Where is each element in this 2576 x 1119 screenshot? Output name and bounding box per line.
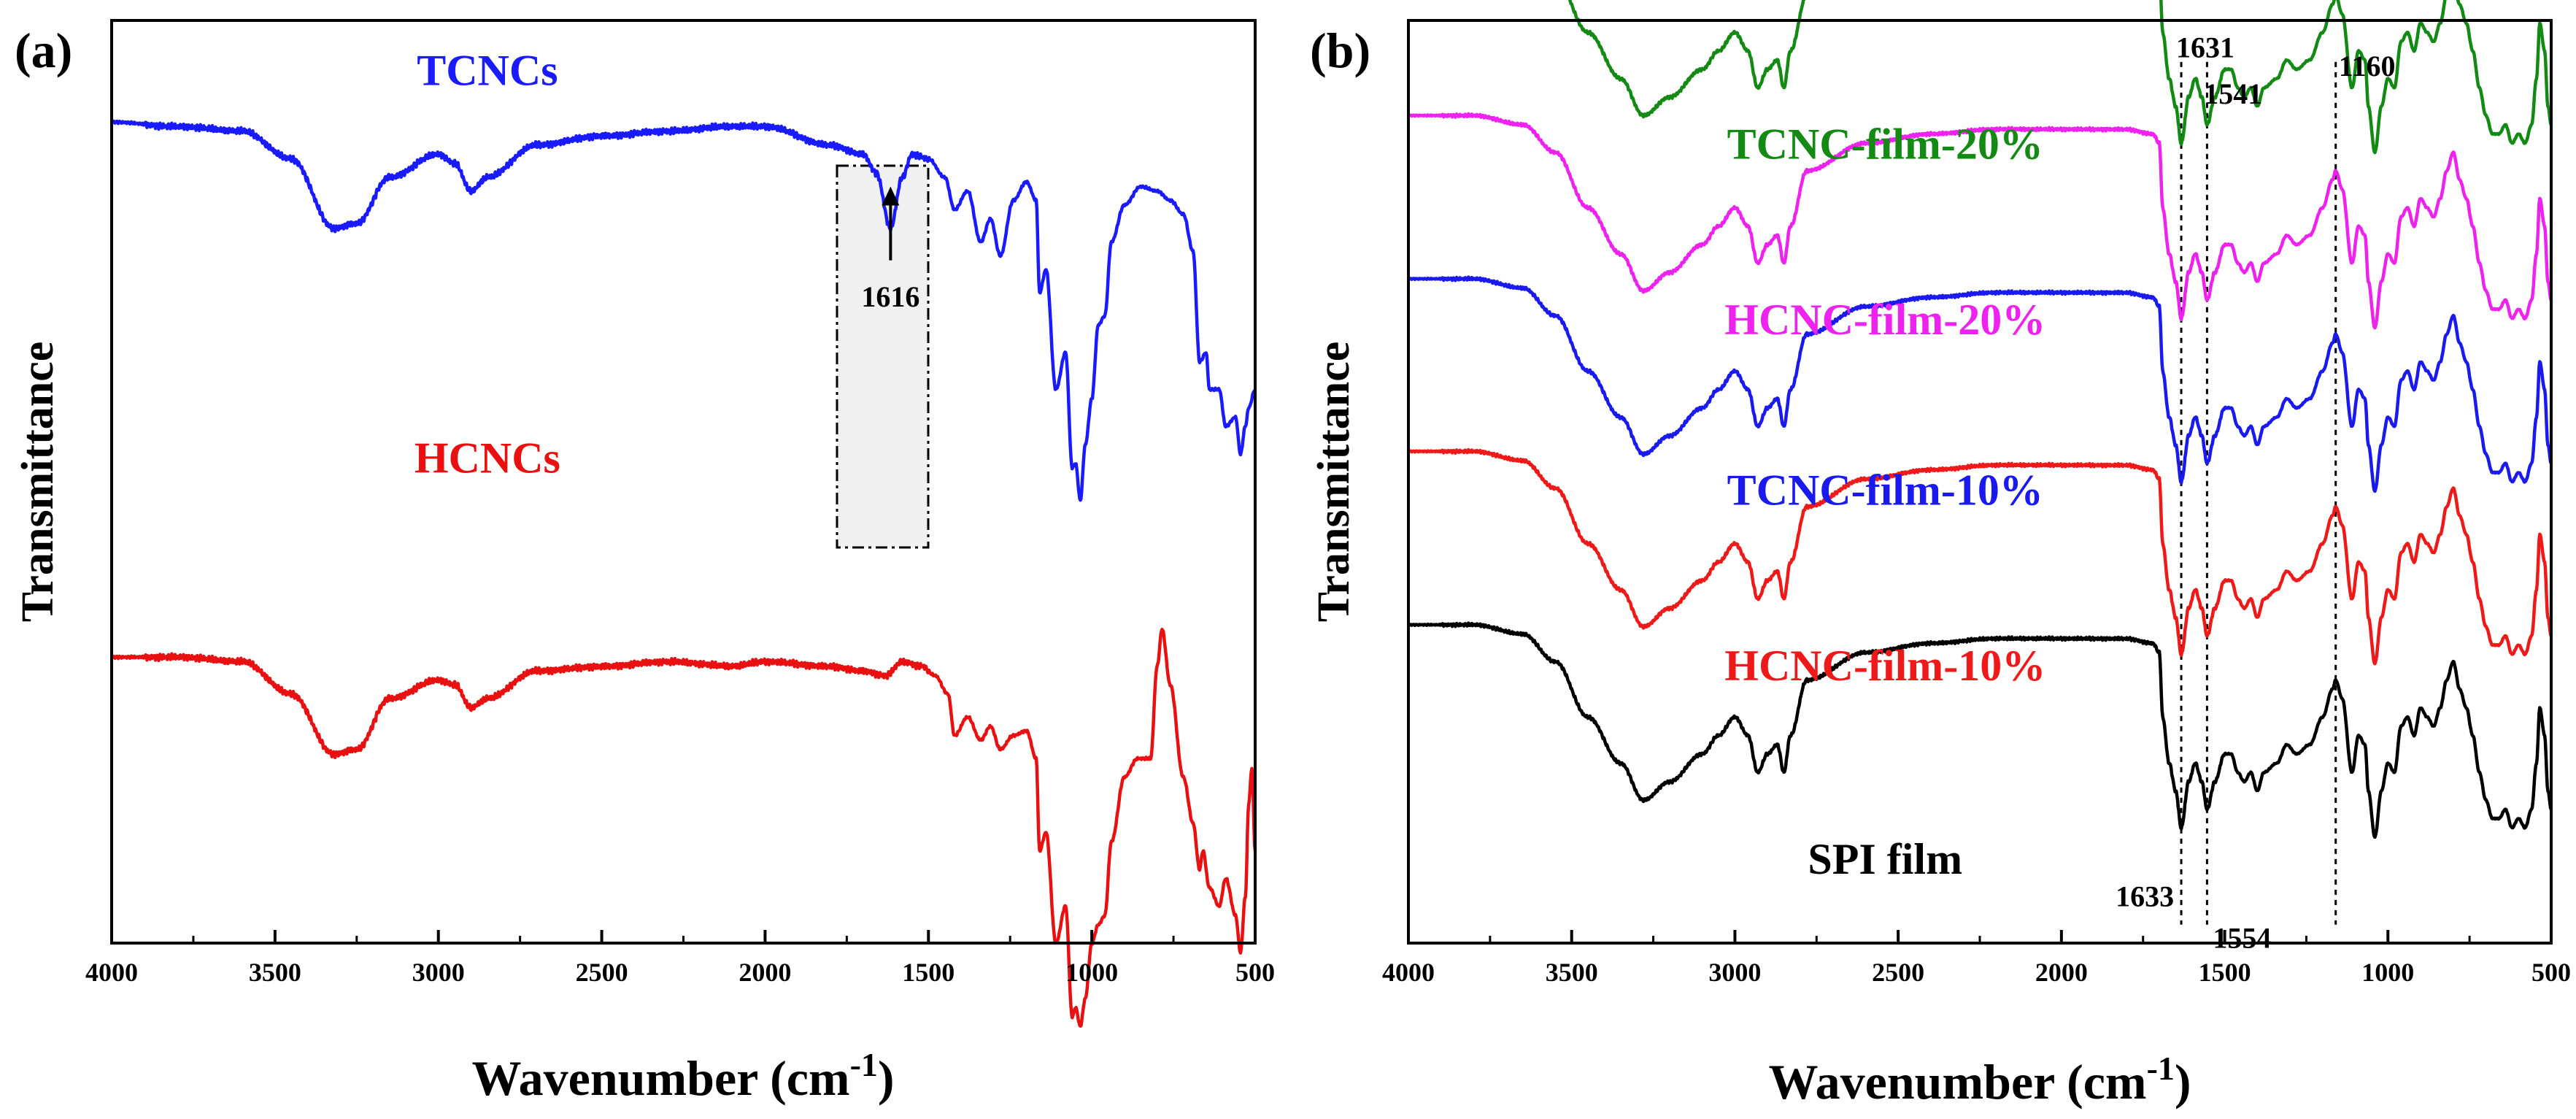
x-tick-label: 2500 [576, 958, 628, 987]
annotation-label: 1631 [2176, 31, 2234, 64]
panel-a-annotations: 1616 [861, 186, 919, 313]
x-tick-label: 3000 [1708, 958, 1761, 987]
series-line-tcnc-film-20- [1568, 0, 2553, 155]
annotation-label: 1541 [2204, 77, 2262, 110]
curve-label-spi-film: SPI film [1808, 835, 1962, 883]
curve-label-tcnc-film-20-: TCNC-film-20% [1727, 120, 2043, 169]
panel-a-series [110, 119, 1257, 1028]
x-tick-label: 2000 [2035, 958, 2088, 987]
panel-a-xlabel: Wavenumber (cm-1) [471, 1046, 894, 1106]
annotation-label: 1554 [2213, 921, 2271, 954]
panel-b-xlabel-sup: -1 [2147, 1050, 2175, 1087]
panel-a: TCNCs HCNCs 1616 4000 3500 3000 2500 2000 1500… [13, 19, 1275, 1106]
annotation-label: 1616 [861, 280, 919, 313]
panel-b-x-ticks: 4000 3500 3000 2500 2000 1500 1000 500 [1382, 930, 2571, 987]
x-tick-label: 3500 [249, 958, 301, 987]
series-line-hcncs [110, 628, 1257, 1028]
x-tick-label: 2500 [1872, 958, 1924, 987]
x-tick-label: 1000 [1065, 958, 1118, 987]
panel-a-series-labels: TCNCs HCNCs [414, 46, 560, 482]
panel-b-ylabel: Transmittance [1309, 342, 1359, 623]
annotation-label: 1160 [2339, 50, 2396, 82]
panel-b-xlabel: Wavenumber (cm-1) [1768, 1050, 2191, 1110]
x-tick-label: 1500 [2199, 958, 2251, 987]
x-tick-label: 1500 [902, 958, 955, 987]
series-line-hcnc-film-20- [1407, 112, 2553, 330]
x-tick-label: 500 [1235, 958, 1275, 987]
panel-b-label: (b) [1310, 23, 1370, 78]
highlight-box-1616 [836, 164, 930, 549]
curve-label-hcnc-film-10-: HCNC-film-10% [1724, 642, 2045, 690]
curve-label-tcncs: TCNCs [417, 46, 558, 94]
panel-b-dashed-lines [2180, 61, 2337, 925]
x-tick-label: 3500 [1546, 958, 1598, 987]
panel-a-label: (a) [15, 23, 72, 78]
panel-b-annotations: 1631 1541 1160 1633 1554 [2116, 31, 2395, 955]
panel-b-xlabel-main: Wavenumber (cm [1768, 1054, 2146, 1110]
panel-b-series-labels: TCNC-film-20% HCNC-film-20% TCNC-film-10% H… [1724, 120, 2045, 884]
x-tick-label: 1000 [2361, 958, 2414, 987]
panel-b-series [1407, 0, 2553, 839]
x-tick-label: 4000 [85, 958, 138, 987]
curve-label-tcnc-film-10-: TCNC-film-10% [1727, 466, 2043, 515]
panel-a-xlabel-sup: -1 [850, 1046, 878, 1083]
x-tick-label: 500 [2531, 958, 2571, 987]
panel-a-x-ticks: 4000 3500 3000 2500 2000 1500 1000 500 [85, 930, 1275, 987]
annotation-arrow-head [882, 186, 900, 206]
panel-b-xlabel-close: ) [2175, 1054, 2191, 1110]
panel-a-xlabel-main: Wavenumber (cm [471, 1050, 849, 1106]
series-line-tcnc-film-10- [1407, 275, 2553, 493]
panel-b: TCNC-film-20% HCNC-film-20% TCNC-film-10% H… [1309, 0, 2571, 1110]
series-line-tcncs [110, 119, 1257, 502]
annotation-label: 1633 [2116, 880, 2174, 912]
series-line-spi-film [1407, 621, 2553, 839]
x-tick-label: 2000 [739, 958, 791, 987]
curve-label-hcnc-film-20-: HCNC-film-20% [1724, 296, 2045, 344]
curve-label-hcncs: HCNCs [414, 434, 560, 482]
series-line-hcnc-film-10- [1407, 447, 2553, 666]
panel-a-ylabel: Transmittance [13, 342, 63, 623]
x-tick-label: 3000 [412, 958, 465, 987]
panel-a-xlabel-close: ) [878, 1050, 895, 1106]
x-tick-label: 4000 [1382, 958, 1435, 987]
